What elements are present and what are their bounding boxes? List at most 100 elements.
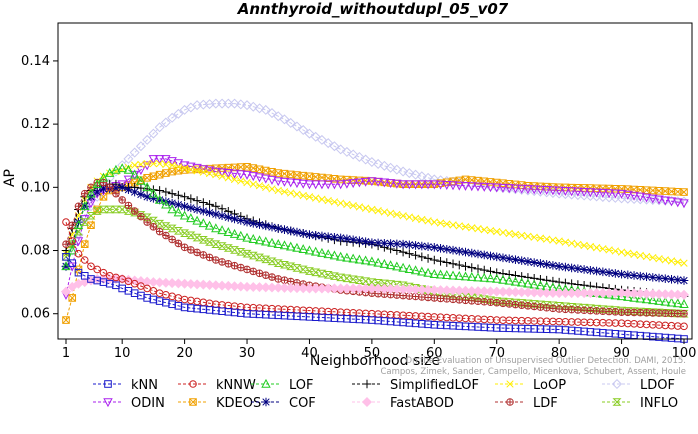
data-point bbox=[174, 190, 183, 200]
data-point bbox=[629, 191, 639, 201]
data-point bbox=[566, 189, 577, 200]
data-point bbox=[249, 180, 257, 188]
data-point bbox=[155, 219, 165, 228]
data-point bbox=[454, 246, 464, 256]
data-point bbox=[411, 241, 420, 250]
series-FastABOD bbox=[60, 273, 690, 300]
data-point bbox=[411, 214, 420, 222]
data-point bbox=[660, 274, 670, 283]
data-point bbox=[180, 201, 189, 211]
data-point bbox=[485, 183, 496, 193]
data-point bbox=[386, 239, 395, 248]
data-point bbox=[479, 272, 489, 282]
data-point bbox=[229, 228, 240, 238]
data-point bbox=[168, 167, 176, 176]
data-point bbox=[680, 188, 688, 196]
data-point bbox=[204, 220, 215, 230]
data-point bbox=[448, 270, 458, 280]
data-point bbox=[598, 267, 608, 277]
data-point bbox=[367, 238, 377, 247]
data-point bbox=[248, 172, 259, 182]
data-point bbox=[373, 238, 383, 248]
data-point bbox=[392, 239, 402, 249]
data-point bbox=[298, 179, 308, 189]
data-point bbox=[437, 295, 444, 302]
data-point bbox=[548, 186, 558, 196]
y-tick-label: 0.06 bbox=[21, 307, 50, 322]
data-point bbox=[323, 271, 333, 279]
data-point bbox=[623, 291, 633, 301]
data-point bbox=[280, 169, 289, 178]
data-point bbox=[354, 254, 365, 264]
data-point bbox=[373, 158, 384, 169]
data-point bbox=[155, 227, 164, 236]
data-point bbox=[112, 190, 120, 197]
data-point bbox=[505, 229, 513, 238]
data-point bbox=[131, 207, 138, 215]
data-point bbox=[649, 309, 657, 317]
data-point bbox=[530, 303, 538, 310]
data-point bbox=[160, 117, 171, 128]
data-point bbox=[79, 201, 90, 211]
data-point bbox=[629, 292, 639, 302]
data-point bbox=[304, 267, 314, 275]
data-point bbox=[642, 272, 651, 282]
data-point bbox=[168, 292, 176, 301]
legend-label: COF bbox=[289, 396, 316, 411]
data-point bbox=[311, 268, 321, 277]
data-point bbox=[225, 260, 232, 268]
data-point bbox=[366, 157, 377, 168]
data-point bbox=[68, 294, 77, 302]
data-point bbox=[162, 160, 170, 169]
legend-marker bbox=[189, 380, 197, 388]
data-point bbox=[455, 222, 463, 230]
data-point bbox=[342, 274, 352, 283]
data-point bbox=[198, 279, 209, 290]
data-point bbox=[379, 160, 390, 171]
data-point bbox=[167, 189, 177, 198]
data-point bbox=[348, 179, 358, 189]
data-point bbox=[479, 250, 489, 260]
data-point bbox=[267, 175, 277, 185]
data-point bbox=[180, 229, 190, 237]
data-point bbox=[293, 190, 301, 198]
data-point bbox=[542, 260, 551, 269]
legend-marker bbox=[361, 396, 373, 408]
data-point bbox=[648, 186, 657, 195]
data-point bbox=[641, 194, 652, 205]
data-point bbox=[187, 246, 195, 254]
data-point bbox=[179, 161, 190, 171]
series-kNN bbox=[62, 253, 688, 343]
data-point bbox=[149, 287, 158, 295]
data-point bbox=[448, 181, 458, 191]
x-tick-label: 90 bbox=[613, 346, 630, 361]
data-point bbox=[206, 254, 213, 261]
data-point bbox=[679, 299, 689, 309]
data-point bbox=[304, 180, 315, 190]
data-point bbox=[274, 275, 282, 283]
data-point bbox=[473, 182, 483, 192]
y-axis: 0.06 0.08 0.10 0.12 0.14 bbox=[21, 54, 58, 322]
data-point bbox=[298, 244, 308, 254]
data-point bbox=[242, 170, 252, 180]
series-LoOP bbox=[62, 159, 688, 267]
data-point bbox=[367, 278, 377, 286]
data-point bbox=[268, 185, 276, 193]
data-point bbox=[504, 275, 514, 285]
data-point bbox=[137, 212, 145, 221]
data-point bbox=[430, 243, 439, 252]
legend-marker bbox=[103, 398, 113, 408]
data-point bbox=[535, 185, 546, 195]
data-point bbox=[205, 208, 214, 217]
data-point bbox=[304, 245, 315, 255]
data-point bbox=[130, 187, 139, 197]
data-point bbox=[149, 223, 158, 231]
data-point bbox=[398, 180, 408, 190]
data-point bbox=[68, 237, 77, 245]
data-point bbox=[93, 265, 102, 274]
data-point bbox=[429, 269, 440, 279]
data-point bbox=[262, 183, 270, 191]
plot-frame bbox=[57, 22, 693, 340]
data-point bbox=[149, 159, 158, 168]
data-point bbox=[460, 181, 471, 191]
